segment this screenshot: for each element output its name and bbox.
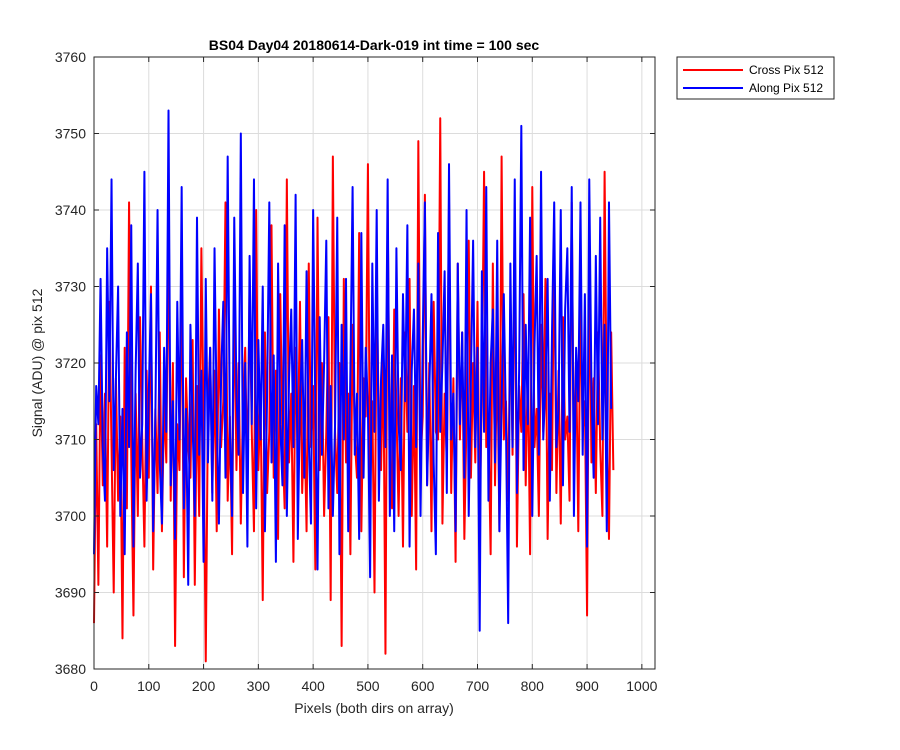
y-tick-label: 3760 (55, 49, 86, 65)
y-tick-label: 3700 (55, 508, 86, 524)
x-tick-label: 200 (192, 678, 216, 694)
y-tick-label: 3680 (55, 661, 86, 677)
x-tick-label: 400 (301, 678, 325, 694)
x-tick-label: 600 (411, 678, 435, 694)
legend-label-cross-pix: Cross Pix 512 (749, 63, 824, 77)
y-tick-label: 3690 (55, 585, 86, 601)
x-tick-label: 0 (90, 678, 98, 694)
x-tick-label: 700 (466, 678, 490, 694)
y-tick-label: 3740 (55, 202, 86, 218)
chart-title: BS04 Day04 20180614-Dark-019 int time = … (209, 37, 540, 53)
x-tick-label: 1000 (626, 678, 657, 694)
series-group (93, 109, 615, 663)
x-tick-label: 900 (575, 678, 599, 694)
x-tick-label: 500 (356, 678, 380, 694)
y-tick-label: 3720 (55, 355, 86, 371)
y-tick-label: 3750 (55, 126, 86, 142)
x-tick-label: 800 (521, 678, 545, 694)
x-axis: 0 100 200 300 400 500 600 700 800 900 1000 (90, 57, 658, 694)
series-line-along-pix (93, 109, 613, 632)
legend-label-along-pix: Along Pix 512 (749, 81, 823, 95)
y-axis: 3680 3690 3700 3710 3720 3730 3740 3750 3760 (55, 49, 655, 677)
x-axis-label: Pixels (both dirs on array) (294, 700, 454, 716)
x-tick-label: 100 (137, 678, 161, 694)
legend-box (676, 56, 835, 100)
legend: Cross Pix 512 Along Pix 512 (676, 56, 835, 100)
x-tick-label: 300 (247, 678, 271, 694)
y-axis-label: Signal (ADU) @ pix 512 (29, 288, 45, 437)
y-tick-label: 3710 (55, 432, 86, 448)
y-tick-label: 3730 (55, 279, 86, 295)
